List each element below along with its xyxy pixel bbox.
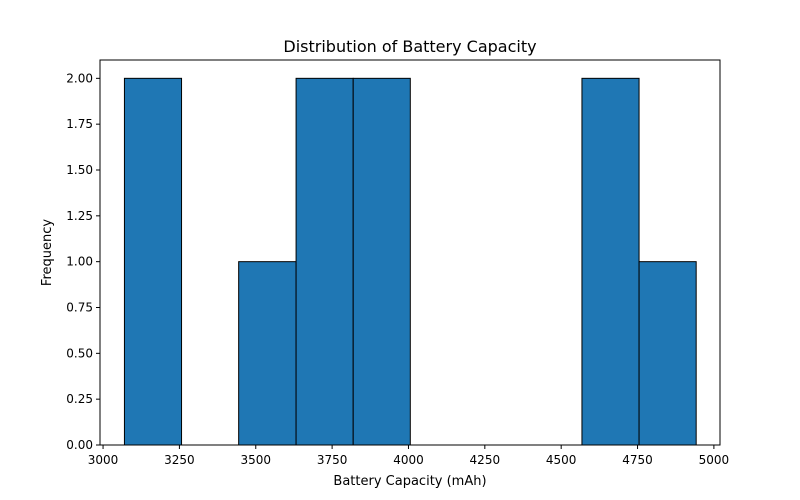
histogram-bar	[638, 261, 697, 446]
x-tick-label: 3250	[164, 453, 195, 467]
y-tick-label: 0.00	[66, 438, 93, 452]
x-tick-label: 5000	[699, 453, 730, 467]
chart-title: Distribution of Battery Capacity	[283, 37, 536, 56]
y-axis-label: Frequency	[40, 219, 55, 286]
y-tick-label: 1.25	[66, 209, 93, 223]
histogram-bar	[238, 261, 297, 446]
histogram-bar	[295, 77, 354, 446]
y-tick-label: 1.50	[66, 163, 93, 177]
y-tick-label: 1.00	[66, 255, 93, 269]
bars-group	[123, 77, 697, 446]
histogram-bar	[352, 77, 411, 446]
x-tick-label: 4500	[546, 453, 577, 467]
x-tick-label: 4750	[622, 453, 653, 467]
plot-frame	[99, 59, 721, 446]
x-axis-label: Battery Capacity (mAh)	[333, 474, 486, 489]
x-tick-label: 4250	[470, 453, 501, 467]
x-tick-label: 3750	[317, 453, 348, 467]
x-axis-ticks: 3000 3250 3500 3750 4000 4250 4500 4750 5000	[88, 445, 729, 467]
x-tick-label: 3500	[240, 453, 271, 467]
x-tick-label: 4000	[393, 453, 424, 467]
y-axis-ticks: 0.00 0.25 0.50 0.75 1.00 1.25 1.50 1.75 2.00	[66, 71, 100, 452]
histogram-bar	[581, 77, 640, 446]
histogram-bar	[123, 77, 183, 446]
y-tick-label: 2.00	[66, 71, 93, 85]
y-tick-label: 0.50	[66, 346, 93, 360]
y-tick-label: 0.25	[66, 392, 93, 406]
x-tick-label: 3000	[88, 453, 119, 467]
y-tick-label: 1.75	[66, 117, 93, 131]
y-tick-label: 0.75	[66, 301, 93, 315]
